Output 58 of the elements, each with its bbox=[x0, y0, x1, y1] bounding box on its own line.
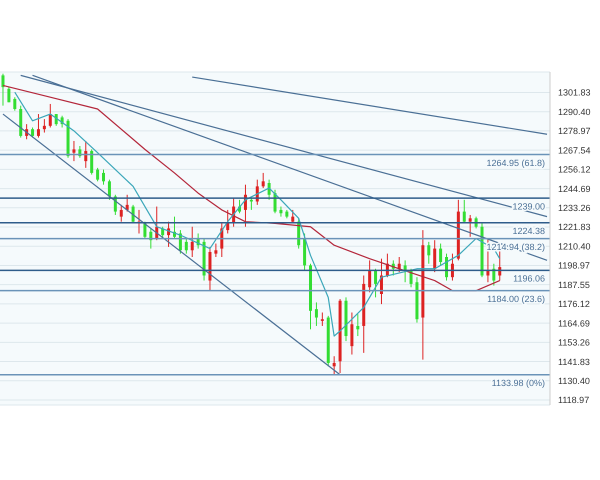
y-tick-label: 1244.69 bbox=[558, 184, 591, 194]
candlestick bbox=[250, 198, 253, 210]
y-tick-label: 1176.12 bbox=[558, 299, 590, 310]
candlestick bbox=[108, 179, 111, 200]
y-tick-label: 1221.83 bbox=[558, 222, 591, 232]
candlestick bbox=[462, 199, 466, 224]
candlestick bbox=[320, 312, 324, 326]
y-tick-label: 1290.40 bbox=[558, 106, 591, 117]
ref-line-label: 1196.06 bbox=[513, 274, 545, 284]
candlestick bbox=[439, 243, 442, 266]
candlestick bbox=[332, 356, 336, 376]
y-tick-label: 1164.69 bbox=[558, 318, 590, 328]
y-tick-label: 1301.83 bbox=[558, 88, 591, 98]
candlestick bbox=[36, 114, 40, 138]
y-tick-label: 1187.55 bbox=[558, 280, 590, 290]
candlestick bbox=[31, 127, 34, 138]
y-tick-label: 1130.40 bbox=[558, 376, 590, 386]
candlestick bbox=[1, 73, 4, 106]
candlestick bbox=[143, 221, 146, 239]
candlestick bbox=[214, 243, 218, 258]
candlestick bbox=[291, 209, 294, 224]
y-tick-label: 1267.54 bbox=[558, 145, 591, 156]
ref-line-label: 1224.38 bbox=[512, 226, 545, 236]
y-tick-label: 1256.12 bbox=[558, 164, 591, 175]
candlestick bbox=[262, 172, 265, 189]
candlestick bbox=[90, 148, 94, 176]
ref-line-label: 1133.98 (0%) bbox=[492, 378, 545, 388]
candlestick bbox=[374, 268, 378, 298]
candlestick bbox=[226, 209, 230, 234]
candlestick bbox=[42, 118, 46, 134]
y-tick-label: 1153.26 bbox=[558, 338, 590, 348]
candlestick bbox=[13, 96, 16, 112]
candlestick bbox=[356, 314, 360, 337]
ref-line-label: 1239.00 bbox=[512, 202, 545, 212]
y-tick-label: 1210.40 bbox=[558, 241, 591, 252]
candlestick bbox=[468, 214, 472, 238]
candlestick bbox=[96, 167, 100, 182]
candlestick bbox=[102, 169, 106, 186]
candlestick bbox=[72, 140, 76, 162]
candlestick bbox=[48, 103, 52, 128]
ref-line-label: 1184.00 (23.6) bbox=[487, 294, 545, 304]
y-tick-label: 1278.97 bbox=[558, 126, 591, 136]
y-tick-label: 1198.97 bbox=[558, 260, 590, 271]
candlestick bbox=[7, 86, 10, 103]
candlestick bbox=[279, 206, 282, 218]
candlestick bbox=[368, 260, 372, 293]
candlestick bbox=[314, 302, 318, 326]
candlestick bbox=[190, 226, 194, 258]
candlestick bbox=[120, 204, 123, 222]
candlestick bbox=[350, 312, 354, 356]
candlestick bbox=[268, 179, 271, 200]
y-tick-label: 1141.83 bbox=[558, 356, 590, 367]
y-tick-label: 1233.26 bbox=[558, 202, 591, 213]
candlestick bbox=[433, 240, 436, 273]
candlestick bbox=[427, 241, 430, 264]
y-tick-label: 1118.97 bbox=[558, 395, 590, 406]
ref-line-label: 1264.95 (61.8) bbox=[486, 158, 545, 168]
candlestick bbox=[184, 238, 188, 254]
